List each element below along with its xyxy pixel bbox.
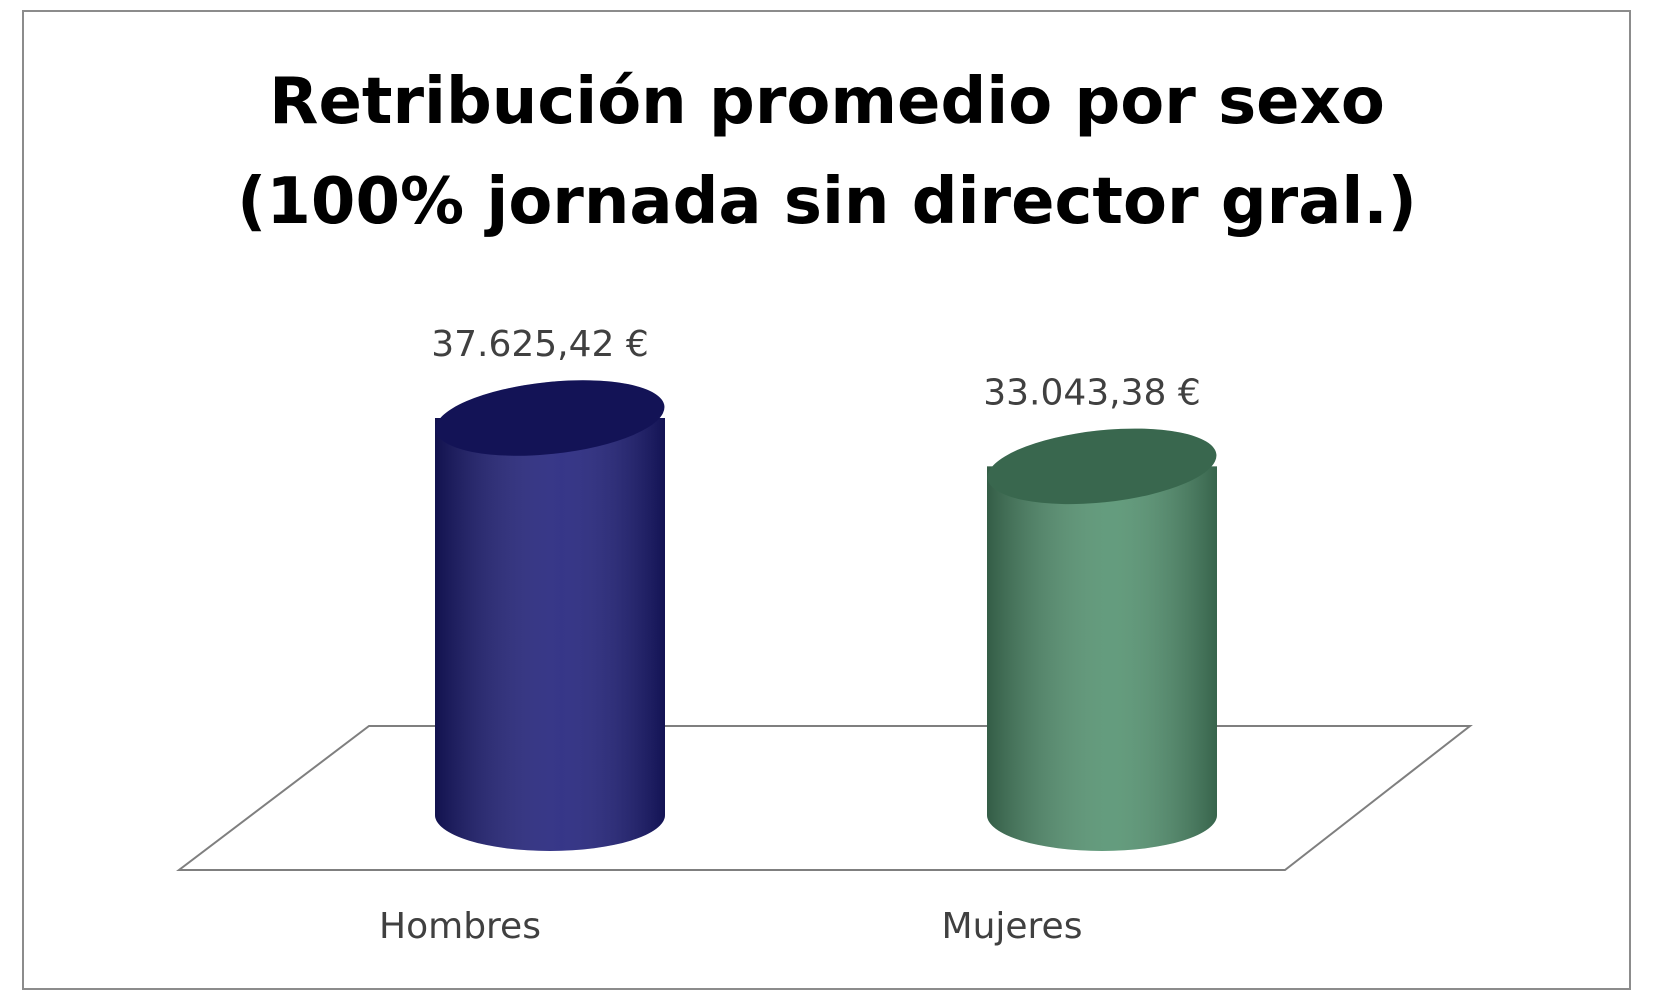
cylinder-top-shade — [987, 428, 1217, 505]
floor — [176, 725, 1473, 871]
chart-title: Retribución promedio por sexo (100% jorn… — [237, 65, 1417, 239]
cylinder-shade — [435, 418, 665, 851]
chart-border — [22, 10, 1631, 990]
cylinder-top — [435, 380, 665, 456]
cylinder-top-shade — [435, 380, 665, 456]
value-label: 33.043,38 € — [983, 372, 1201, 413]
value-label: 37.625,42 € — [431, 324, 649, 365]
x-tick-label: Mujeres — [942, 906, 1083, 947]
cylinder-shade — [987, 466, 1217, 851]
cylinder-top — [987, 428, 1217, 505]
x-tick-label: Hombres — [379, 906, 541, 947]
